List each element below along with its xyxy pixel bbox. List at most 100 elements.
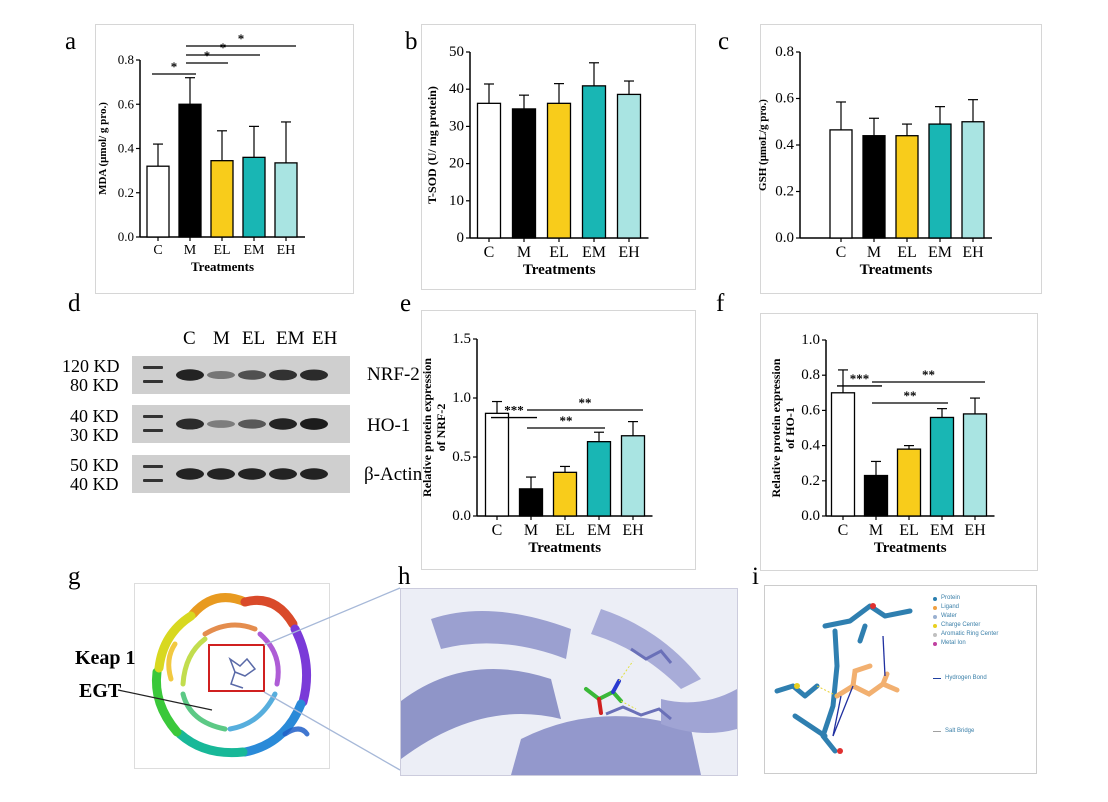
y-axis-title: Relative protein expression <box>420 358 434 497</box>
lane-label-eh: EH <box>312 328 338 349</box>
y-axis-title-line2: of NRF-2 <box>434 404 448 452</box>
lane-label-el: EL <box>242 328 266 349</box>
y-tick-label: 0.2 <box>775 184 794 200</box>
x-tick-label: EL <box>549 244 569 261</box>
legend-swatch <box>933 605 937 610</box>
ladder-band <box>143 429 163 432</box>
marker-label-ho1-bottom: 30 KD <box>70 425 119 445</box>
x-tick-label: EL <box>897 244 917 261</box>
x-tick-label: C <box>838 522 849 539</box>
y-tick-label: 1.0 <box>801 332 820 348</box>
blot-band <box>176 369 204 381</box>
blot-band <box>238 419 266 429</box>
y-tick-label: 0.6 <box>775 91 794 107</box>
legend-label: Ligand <box>941 604 960 610</box>
chart-frame-e <box>421 310 696 570</box>
x-tick-label: EL <box>899 522 919 539</box>
significance-label: *** <box>504 403 524 418</box>
blot-band <box>269 369 297 381</box>
panel-label-a: a <box>65 28 77 55</box>
chart-f: 0.0 0.2 0.4 0.6 0.8 1.0 C M EL EM EH Treatments Rela… <box>769 332 995 556</box>
x-tick-label: M <box>867 244 881 261</box>
y-tick-label: 0.2 <box>118 185 134 200</box>
legend-item: Charge Center <box>933 621 998 630</box>
blot-band <box>300 468 328 480</box>
legend-item: Water <box>933 612 998 621</box>
x-tick-label: EM <box>582 244 606 261</box>
significance-label: ** <box>922 367 935 382</box>
chart-b: 0 10 20 30 40 50 C M EL EM EH Treatments T-SOD (U/ m… <box>425 44 649 278</box>
y-tick-label: 0.0 <box>801 508 820 524</box>
x-tick-label: EM <box>930 522 954 539</box>
x-tick-label: EM <box>587 522 611 539</box>
y-tick-label: 0.0 <box>118 229 134 244</box>
blot-band <box>300 369 328 381</box>
blot-band <box>207 370 235 380</box>
marker-label-actin-bottom: 40 KD <box>70 474 119 494</box>
blot-band <box>238 370 266 380</box>
marker-label-nrf2-top: 120 KD <box>62 356 120 376</box>
docking-zoom-illustration <box>401 589 737 775</box>
x-tick-label: EM <box>928 244 952 261</box>
x-tick-label: M <box>524 522 538 539</box>
significance-label: * <box>238 31 245 46</box>
legend-label: Metal Ion <box>941 640 966 646</box>
x-tick-label: EL <box>555 522 575 539</box>
y-tick-label: 0.8 <box>118 52 134 67</box>
chart-a: 0.0 0.2 0.4 0.6 0.8 C M EL EM EH Treatments MDA (μm… <box>97 31 305 274</box>
egt-label: EGT <box>79 680 122 702</box>
y-tick-label: 30 <box>449 118 464 134</box>
docking-zoom-image <box>400 588 738 776</box>
x-tick-label: C <box>153 243 162 258</box>
chart-c: 0.0 0.2 0.4 0.6 0.8 C M EL EM EH Treatments GSH (μm… <box>757 44 992 278</box>
x-tick-label: C <box>492 522 503 539</box>
lane-label-em: EM <box>276 328 305 349</box>
y-axis-title-line2: of HO-1 <box>783 407 797 449</box>
significance-label: ** <box>560 413 573 428</box>
interaction-diagram-image: Protein Ligand Water Charge Center Aroma… <box>764 585 1037 774</box>
y-axis-title: T-SOD (U/ mg protein) <box>425 86 439 204</box>
legend-item: Metal Ion <box>933 639 998 648</box>
chart-frame-f <box>760 313 1038 571</box>
y-tick-label: 0.4 <box>775 137 794 153</box>
legend-swatch <box>933 623 937 628</box>
x-tick-label: M <box>869 522 883 539</box>
keap1-label: Keap 1 <box>75 647 136 669</box>
blot-band <box>176 468 204 480</box>
blot-row-label-nrf2: NRF-2 <box>367 364 420 385</box>
panel-label-i: i <box>752 563 759 590</box>
legend-label: Protein <box>941 595 961 601</box>
y-tick-label: 0.0 <box>775 230 794 246</box>
blot-band <box>207 420 235 428</box>
legend-swatch <box>933 731 941 732</box>
keap1-ribbon-illustration <box>151 593 312 758</box>
significance-label: ** <box>579 395 592 410</box>
panel-label-d: d <box>68 290 81 317</box>
x-tick-label: EH <box>622 522 644 539</box>
x-tick-label: EH <box>964 522 986 539</box>
legend-label: Hydrogen Bond <box>945 675 987 681</box>
y-tick-label: 0.4 <box>118 141 135 156</box>
ladder-band <box>143 415 163 418</box>
legend-swatch <box>933 641 937 646</box>
y-tick-label: 50 <box>449 44 464 60</box>
x-tick-label: EM <box>244 243 266 258</box>
legend-item: Protein <box>933 594 998 603</box>
blot-band <box>238 468 266 480</box>
legend-swatch <box>933 632 937 637</box>
x-axis-title: Treatments <box>874 540 947 556</box>
legend-swatch <box>933 614 937 619</box>
marker-label-nrf2-bottom: 80 KD <box>70 375 119 395</box>
y-axis-title: GSH (μmoL/g pro.) <box>757 99 769 191</box>
y-axis-title: MDA (μmol/ g pro.) <box>97 102 109 195</box>
ladder-band <box>143 366 163 369</box>
interaction-legend: Protein Ligand Water Charge Center Aroma… <box>933 594 998 736</box>
interaction-diagram <box>774 603 913 754</box>
blot-band <box>269 418 297 430</box>
panel-label-b: b <box>405 28 418 55</box>
y-tick-label: 0.2 <box>801 473 820 489</box>
x-axis-title: Treatments <box>523 262 596 278</box>
blot-row-label-ho1: HO-1 <box>367 415 411 436</box>
x-tick-label: M <box>517 244 531 261</box>
